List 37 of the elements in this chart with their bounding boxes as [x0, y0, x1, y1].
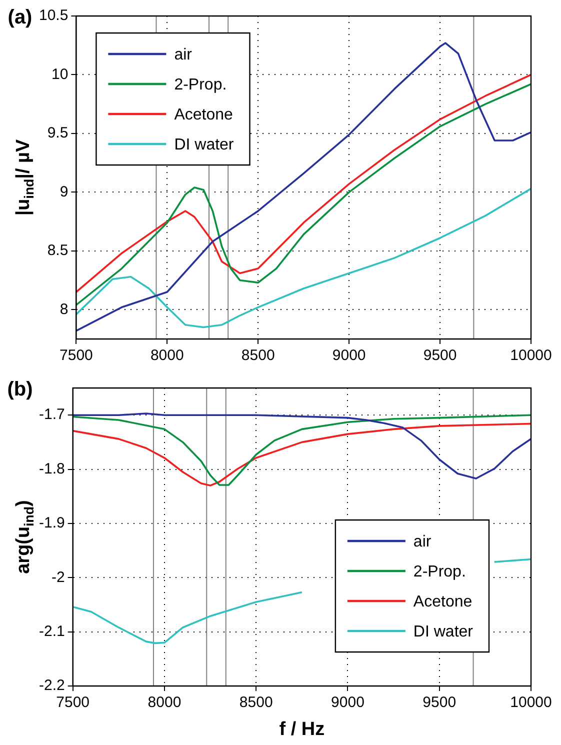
x-tick-label: 10000	[510, 694, 552, 712]
y-tick-label: -2.2	[38, 677, 65, 694]
y-tick-label: -1.7	[38, 406, 65, 424]
x-tick-label: 8500	[239, 694, 273, 712]
chart-title: (a)	[8, 6, 32, 29]
y-axis-title: arg(uind)	[13, 500, 36, 574]
y-tick-label: 8.5	[47, 242, 68, 260]
legend-label: Acetone	[413, 593, 472, 610]
x-tick-label: 9000	[331, 694, 364, 712]
y-tick-label: 10.5	[38, 7, 68, 24]
x-tick-label: 8000	[150, 347, 184, 364]
x-tick-label: 7500	[60, 347, 93, 364]
y-tick-label: 9	[60, 183, 68, 200]
y-tick-label: 9.5	[47, 124, 68, 142]
x-tick-label: 9000	[332, 347, 366, 364]
chart-title: (b)	[7, 378, 33, 401]
y-tick-label: -2	[52, 568, 65, 586]
x-tick-label: 9500	[422, 694, 456, 712]
legend-label: air	[413, 533, 432, 550]
y-axis-title: |uind|/ µV	[13, 138, 36, 216]
legend-label: air	[174, 46, 193, 64]
x-tick-label: 8500	[241, 347, 275, 364]
x-tick-label: 9500	[423, 347, 457, 364]
x-tick-label: 8000	[148, 694, 182, 712]
y-tick-label: 8	[60, 300, 68, 318]
x-axis-title: f / Hz	[279, 719, 325, 740]
legend-label: 2-Prop.	[174, 76, 227, 94]
x-tick-label: 10000	[510, 347, 552, 364]
legend-label: 2-Prop.	[413, 563, 466, 580]
y-tick-label: -2.1	[38, 622, 65, 640]
y-tick-label: -1.8	[38, 460, 65, 478]
y-tick-label: -1.9	[38, 514, 65, 532]
y-tick-label: 10	[52, 66, 68, 83]
legend-label: Acetone	[174, 106, 234, 124]
legend-label: DI water	[174, 136, 234, 154]
legend-label: DI water	[413, 623, 474, 640]
x-tick-label: 7500	[56, 694, 90, 712]
